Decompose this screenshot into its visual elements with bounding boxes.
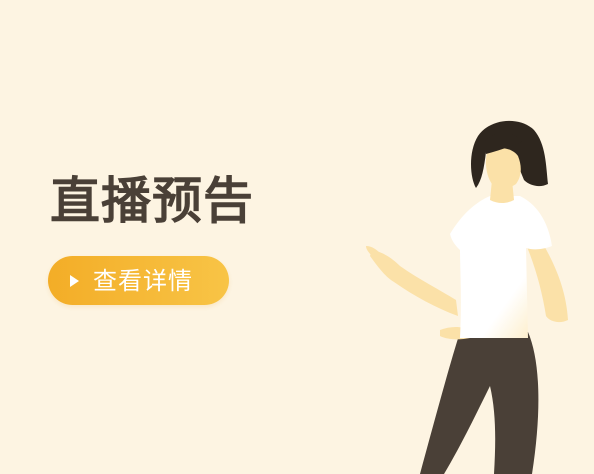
view-details-label: 查看详情 <box>93 266 193 295</box>
view-details-button[interactable]: 查看详情 <box>48 256 229 305</box>
back-arm <box>524 232 568 323</box>
woman-pointing-illustration <box>366 120 568 474</box>
pointing-arm <box>370 250 458 316</box>
banner-title: 直播预告 <box>50 172 254 230</box>
hair-fringe <box>484 133 522 154</box>
face <box>485 148 521 188</box>
play-icon <box>70 274 79 287</box>
shirt <box>450 196 552 338</box>
pointing-finger <box>366 246 382 258</box>
legs <box>420 332 539 474</box>
